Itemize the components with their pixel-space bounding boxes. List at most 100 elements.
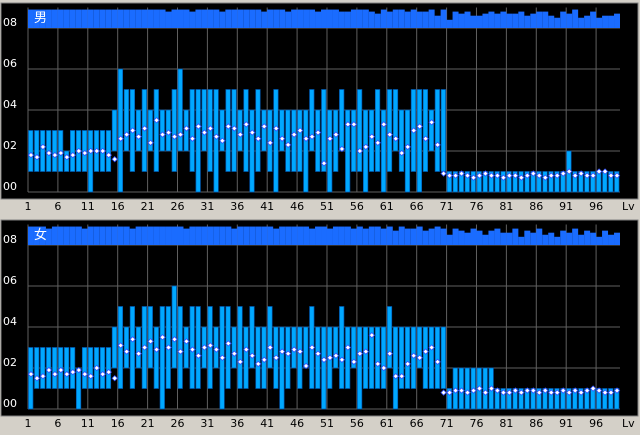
mean-marker	[195, 352, 202, 359]
count-bar	[315, 11, 322, 29]
count-bar	[434, 15, 441, 28]
count-bar	[171, 9, 178, 29]
count-bar	[195, 9, 202, 29]
count-bar	[237, 226, 244, 245]
range-bar	[111, 326, 118, 369]
count-bar	[219, 11, 226, 29]
mean-marker	[601, 168, 609, 175]
range-bar	[554, 388, 560, 410]
range-bar	[554, 171, 560, 193]
count-bar	[93, 226, 100, 245]
range-bar	[345, 326, 351, 389]
mean-marker	[613, 387, 621, 394]
count-bar	[321, 9, 327, 29]
mean-marker	[75, 147, 82, 155]
count-bar	[111, 226, 118, 245]
count-bar	[291, 9, 298, 29]
mean-marker	[45, 149, 53, 157]
count-bar	[356, 9, 363, 29]
count-bar	[344, 226, 351, 245]
y-tick-label: 04	[3, 98, 17, 111]
range-bar	[303, 326, 309, 369]
range-bar	[500, 388, 506, 410]
range-bar	[135, 326, 141, 369]
count-bar	[578, 17, 585, 28]
count-bar	[614, 232, 620, 245]
mean-marker	[607, 389, 615, 396]
count-bar	[590, 11, 597, 29]
mean-marker	[207, 342, 214, 349]
count-bar	[309, 9, 316, 29]
range-bar	[464, 367, 470, 410]
count-bar	[93, 9, 100, 29]
count-bar	[518, 11, 525, 29]
mean-marker	[524, 387, 531, 394]
x-axis-label: Lv	[622, 200, 635, 213]
mean-marker	[63, 370, 71, 378]
mean-marker	[452, 387, 459, 394]
mean-marker	[374, 360, 381, 368]
y-tick-label: 06	[3, 274, 17, 287]
count-bar	[548, 15, 555, 28]
x-tick-label: 36	[230, 200, 244, 213]
mean-marker	[470, 174, 477, 181]
count-bar	[57, 226, 64, 245]
count-bar	[135, 226, 142, 245]
count-bar	[440, 228, 447, 245]
range-bar	[171, 89, 177, 172]
count-bar	[512, 228, 519, 245]
count-bar	[261, 11, 268, 29]
mean-marker	[261, 356, 268, 363]
count-bar	[303, 9, 310, 29]
range-bar	[357, 326, 363, 410]
mean-marker	[434, 141, 441, 149]
count-bar	[69, 226, 76, 245]
mean-marker	[159, 131, 166, 138]
range-bar	[225, 89, 231, 172]
range-bar	[28, 130, 34, 172]
count-bar	[213, 226, 220, 245]
count-bar	[566, 13, 573, 28]
x-tick-label: 6	[54, 200, 61, 213]
count-bar	[207, 9, 214, 29]
range-bar	[159, 109, 165, 152]
y-tick-label: 02	[3, 139, 17, 152]
mean-marker	[374, 139, 381, 146]
range-bar	[40, 130, 46, 172]
range-bar	[189, 89, 195, 172]
mean-marker	[123, 131, 130, 138]
count-bar	[464, 11, 471, 29]
range-bar	[512, 171, 518, 193]
count-bar	[165, 226, 172, 245]
count-bar	[506, 232, 513, 245]
x-tick-label: 11	[81, 417, 95, 430]
count-bar	[338, 11, 345, 29]
count-bar	[452, 11, 459, 29]
count-bar	[398, 9, 405, 29]
count-bar	[452, 228, 459, 245]
count-bar	[554, 236, 561, 245]
mean-marker	[183, 125, 190, 132]
count-bar	[28, 226, 34, 245]
range-bar	[374, 89, 381, 172]
range-bar	[243, 326, 249, 389]
count-bar	[554, 17, 561, 28]
mean-marker	[45, 366, 53, 374]
x-tick-label: 71	[440, 417, 454, 430]
mean-marker	[542, 387, 549, 394]
range-bar	[488, 171, 494, 193]
mean-marker	[213, 346, 220, 353]
range-bar	[363, 326, 369, 389]
mean-marker	[302, 135, 310, 142]
count-bar	[428, 228, 435, 245]
mean-marker	[571, 387, 579, 394]
count-bar	[39, 226, 46, 245]
mean-marker	[129, 336, 136, 343]
count-bar	[129, 9, 136, 29]
count-bar	[255, 9, 262, 29]
range-bar	[123, 326, 130, 369]
count-bar	[189, 11, 196, 29]
mean-marker	[189, 135, 196, 142]
mean-marker	[93, 364, 100, 372]
mean-marker	[153, 346, 160, 353]
